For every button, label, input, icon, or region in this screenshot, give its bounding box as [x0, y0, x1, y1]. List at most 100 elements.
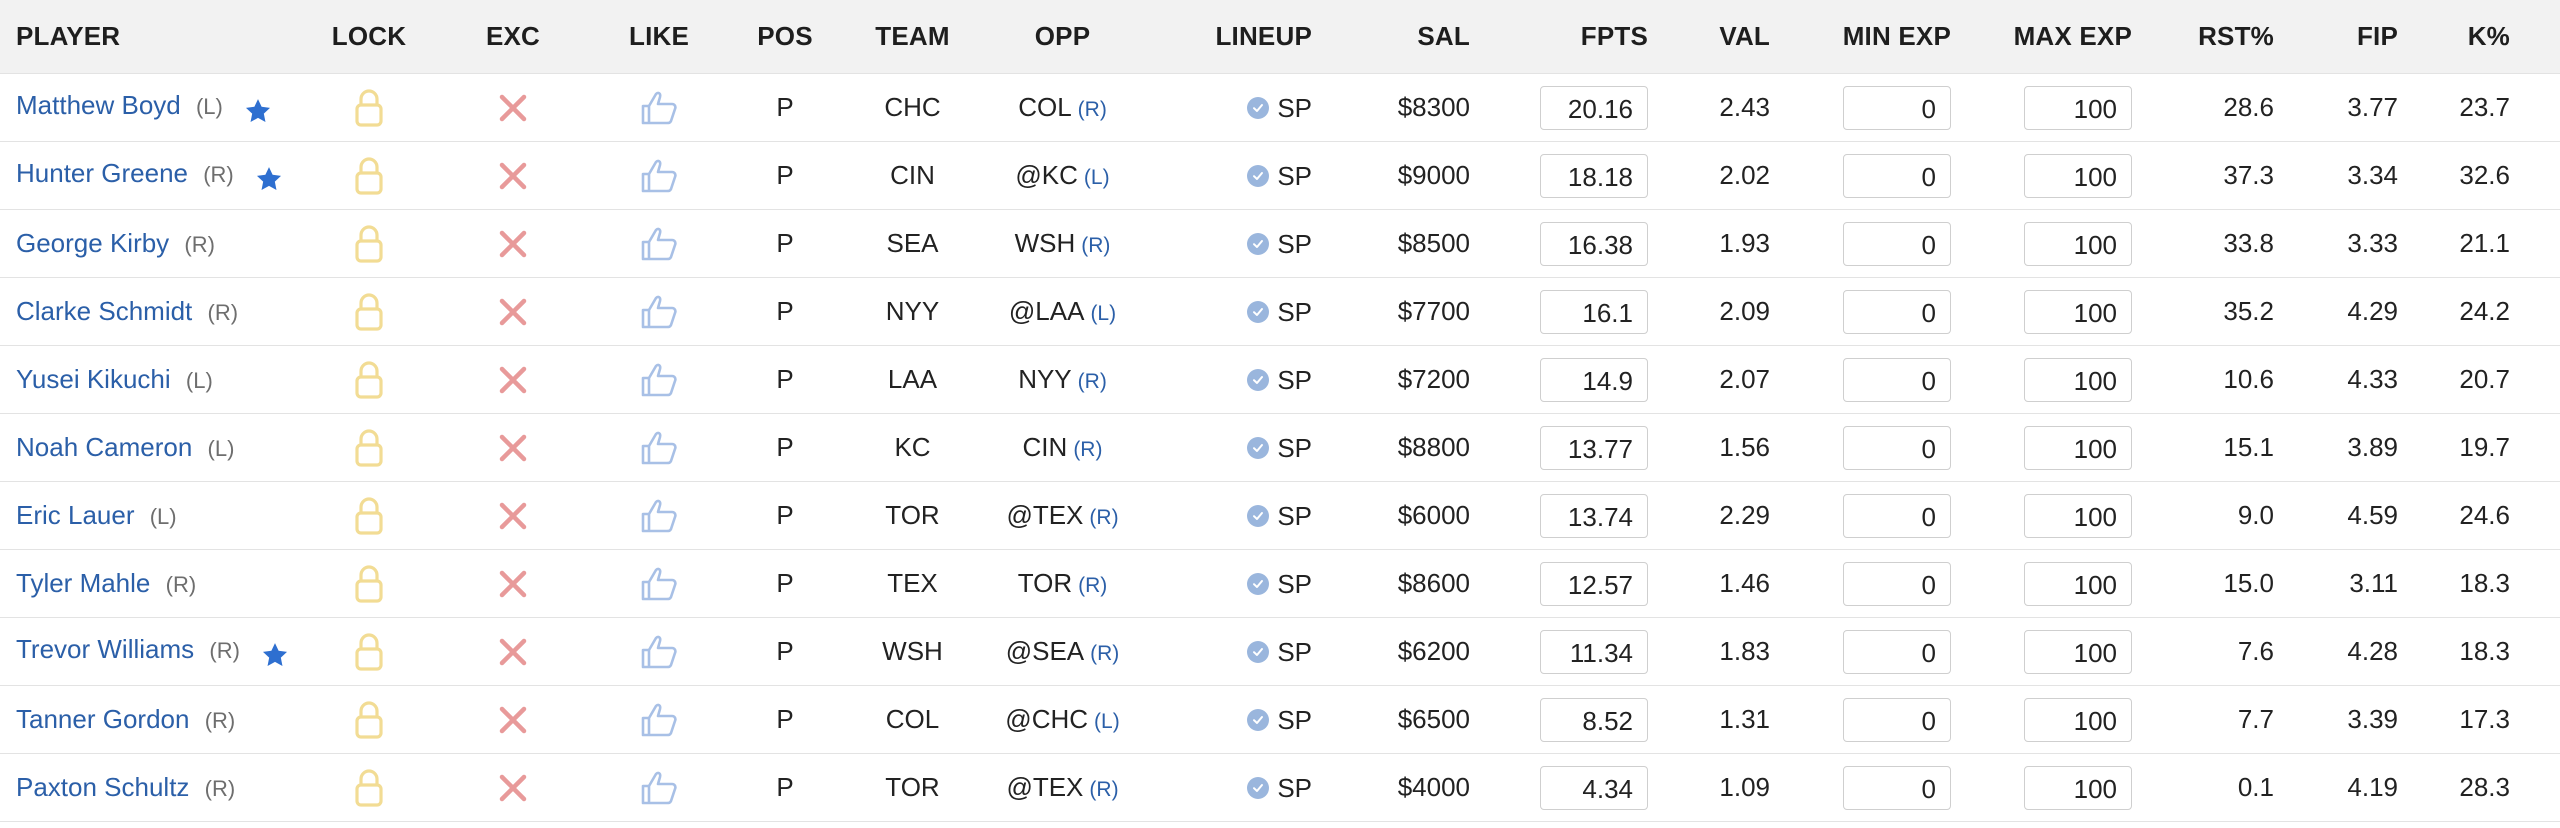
- column-header-team[interactable]: TEAM: [875, 21, 950, 51]
- column-header-sal[interactable]: SAL: [1417, 21, 1470, 51]
- column-header-rst[interactable]: RST%: [2198, 21, 2274, 51]
- fpts-input[interactable]: 18.18: [1540, 153, 1648, 198]
- fpts-input[interactable]: 13.74: [1540, 493, 1648, 538]
- column-header-lock[interactable]: LOCK: [331, 21, 407, 51]
- fpts-input[interactable]: 14.9: [1540, 357, 1648, 402]
- max-exposure-input[interactable]: 100: [2024, 697, 2132, 742]
- lock-icon[interactable]: [352, 564, 386, 603]
- player-name-link[interactable]: Tyler Mahle: [16, 568, 151, 598]
- fpts-input[interactable]: 13.77: [1540, 425, 1648, 470]
- max-exposure-input[interactable]: 100: [2024, 425, 2132, 470]
- thumbs-up-icon[interactable]: [639, 158, 679, 192]
- column-header-k[interactable]: K%: [2467, 21, 2510, 51]
- lock-icon[interactable]: [352, 768, 386, 807]
- max-exposure-input[interactable]: 100: [2024, 85, 2132, 130]
- lock-icon[interactable]: [352, 156, 386, 195]
- max-exposure-input[interactable]: 100: [2024, 629, 2132, 674]
- min-exposure-input[interactable]: 0: [1843, 85, 1951, 130]
- min-exposure-input[interactable]: 0: [1843, 425, 1951, 470]
- exclude-x-icon[interactable]: [497, 295, 529, 326]
- fpts-input[interactable]: 20.16: [1540, 85, 1648, 130]
- lock-icon[interactable]: [352, 292, 386, 331]
- column-header-exc[interactable]: EXC: [485, 21, 541, 51]
- player-name-link[interactable]: Noah Cameron: [16, 432, 193, 462]
- max-exposure-input[interactable]: 100: [2024, 561, 2132, 606]
- thumbs-up-icon[interactable]: [639, 226, 679, 260]
- min-exposure-input[interactable]: 0: [1843, 289, 1951, 334]
- exclude-x-icon[interactable]: [497, 159, 529, 190]
- lock-icon[interactable]: [352, 360, 386, 399]
- max-exposure-input[interactable]: 100: [2024, 357, 2132, 402]
- thumbs-up-icon[interactable]: [639, 294, 679, 328]
- salary-cell: $7700: [1397, 296, 1470, 326]
- min-exposure-input[interactable]: 0: [1843, 153, 1951, 198]
- player-name-link[interactable]: Eric Lauer: [16, 500, 135, 530]
- fpts-input[interactable]: 4.34: [1540, 765, 1648, 810]
- opponent-team: CIN: [1022, 432, 1068, 462]
- column-header-min-exp[interactable]: MIN EXP: [1842, 21, 1951, 51]
- column-header-fip[interactable]: FIP: [2356, 21, 2398, 51]
- team-cell: SEA: [886, 228, 939, 258]
- column-header-max-exp[interactable]: MAX EXP: [2013, 21, 2132, 51]
- thumbs-up-icon[interactable]: [639, 634, 679, 668]
- min-exposure-input[interactable]: 0: [1843, 629, 1951, 674]
- exclude-x-icon[interactable]: [497, 771, 529, 802]
- strikeout-rate-cell: 32.6: [2459, 160, 2510, 190]
- max-exposure-input[interactable]: 100: [2024, 289, 2132, 334]
- exclude-x-icon[interactable]: [497, 567, 529, 598]
- lock-icon[interactable]: [352, 428, 386, 467]
- max-exposure-input[interactable]: 100: [2024, 153, 2132, 198]
- min-exposure-input[interactable]: 0: [1843, 697, 1951, 742]
- column-header-like[interactable]: LIKE: [628, 21, 690, 51]
- exclude-x-icon[interactable]: [497, 91, 529, 122]
- fpts-input[interactable]: 16.38: [1540, 221, 1648, 266]
- column-header-pos[interactable]: POS: [757, 21, 813, 51]
- lock-icon[interactable]: [352, 88, 386, 127]
- thumbs-up-icon[interactable]: [639, 362, 679, 396]
- min-exposure-input[interactable]: 0: [1843, 493, 1951, 538]
- exclude-x-icon[interactable]: [497, 499, 529, 530]
- min-exposure-input[interactable]: 0: [1843, 765, 1951, 810]
- fpts-input[interactable]: 12.57: [1540, 561, 1648, 606]
- exclude-x-icon[interactable]: [497, 227, 529, 258]
- lock-icon[interactable]: [352, 496, 386, 535]
- fpts-input[interactable]: 16.1: [1540, 289, 1648, 334]
- player-name-link[interactable]: Hunter Greene: [16, 158, 188, 189]
- fpts-input[interactable]: 11.34: [1540, 629, 1648, 674]
- column-header-fpts[interactable]: FPTS: [1580, 21, 1648, 51]
- player-name-link[interactable]: Trevor Williams: [16, 634, 195, 665]
- thumbs-up-icon[interactable]: [639, 90, 679, 124]
- exclude-x-icon[interactable]: [497, 363, 529, 394]
- lock-icon[interactable]: [352, 700, 386, 739]
- player-name-link[interactable]: Tanner Gordon: [16, 704, 190, 734]
- column-header-player[interactable]: PLAYER: [16, 21, 121, 51]
- fpts-input[interactable]: 8.52: [1540, 697, 1648, 742]
- min-exposure-input[interactable]: 0: [1843, 221, 1951, 266]
- player-name-link[interactable]: Yusei Kikuchi: [16, 364, 171, 394]
- player-name-link[interactable]: Matthew Boyd: [16, 90, 181, 121]
- player-name-link[interactable]: Clarke Schmidt: [16, 296, 193, 326]
- max-exposure-input[interactable]: 100: [2024, 221, 2132, 266]
- thumbs-up-icon[interactable]: [639, 566, 679, 600]
- thumbs-up-icon[interactable]: [639, 702, 679, 736]
- player-name-link[interactable]: George Kirby: [16, 228, 170, 258]
- value-cell: 1.09: [1719, 772, 1770, 802]
- thumbs-up-icon[interactable]: [639, 498, 679, 532]
- column-header-opp[interactable]: OPP: [1034, 21, 1091, 51]
- column-header-val[interactable]: VAL: [1719, 21, 1770, 51]
- min-exposure-input[interactable]: 0: [1843, 357, 1951, 402]
- lock-icon[interactable]: [352, 632, 386, 671]
- player-name-link[interactable]: Paxton Schultz: [16, 772, 190, 802]
- thumbs-up-icon[interactable]: [639, 770, 679, 804]
- position-cell: P: [776, 160, 794, 190]
- max-exposure-input[interactable]: 100: [2024, 765, 2132, 810]
- min-exposure-input[interactable]: 0: [1843, 561, 1951, 606]
- max-exposure-input[interactable]: 100: [2024, 493, 2132, 538]
- exclude-x-icon[interactable]: [497, 703, 529, 734]
- thumbs-up-icon[interactable]: [639, 430, 679, 464]
- column-header-lineup[interactable]: LINEUP: [1215, 21, 1312, 51]
- exclude-x-icon[interactable]: [497, 431, 529, 462]
- opponent-team: @TEX: [1006, 500, 1084, 530]
- lock-icon[interactable]: [352, 224, 386, 263]
- exclude-x-icon[interactable]: [497, 635, 529, 666]
